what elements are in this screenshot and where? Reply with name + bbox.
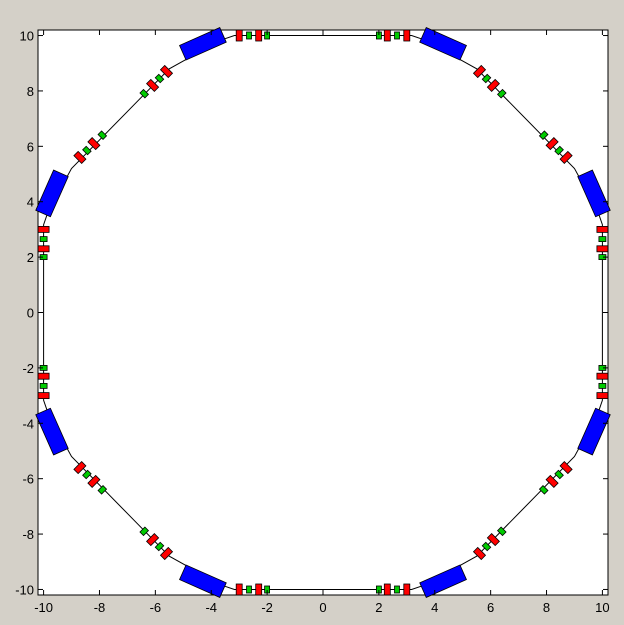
quadrupole-magnet — [37, 372, 50, 380]
y-tick-label: 2 — [27, 250, 34, 265]
x-tick-label: -2 — [261, 600, 273, 615]
quadrupole-magnet — [486, 78, 500, 92]
y-tick-label: -8 — [22, 527, 34, 542]
sextupole-magnet — [496, 88, 507, 99]
quadrupole-magnet — [403, 29, 411, 42]
plot-area — [35, 27, 611, 598]
sextupole-magnet — [39, 236, 48, 243]
quadrupole-magnet — [37, 225, 50, 233]
sextupole-magnet — [246, 31, 252, 40]
sextupole-magnet — [154, 541, 165, 552]
axes-background — [37, 29, 609, 596]
x-tick-label: 6 — [487, 600, 494, 615]
axes: -10 -8 -6 -4 -2 0 2 4 6 8 10 -10 -8 -6 -4 -2 0 2 4 6 8 10 — [15, 29, 609, 615]
y-tick-label: 8 — [27, 84, 34, 99]
sextupole-magnet — [154, 73, 165, 84]
sextupole-magnet — [394, 585, 400, 594]
quadrupole-magnet — [596, 225, 609, 233]
quadrupole-magnet — [159, 64, 174, 79]
sextupole-magnet — [39, 382, 48, 389]
quadrupole-magnet — [596, 245, 609, 253]
quadrupole-magnet — [87, 137, 101, 151]
y-tick-label: -6 — [22, 472, 34, 487]
sextupole-magnet — [538, 130, 549, 141]
dipole-magnet — [179, 27, 227, 61]
quadrupole-magnet — [383, 583, 391, 596]
quadrupole-magnet — [255, 29, 263, 42]
dipole-magnet — [35, 407, 69, 456]
quadrupole-magnet — [559, 150, 573, 164]
x-tick-label: 4 — [431, 600, 438, 615]
quadrupole-magnet — [596, 392, 609, 400]
sextupole-magnet — [97, 484, 108, 495]
sextupole-magnet — [82, 469, 92, 480]
quadrupole-magnet — [159, 546, 174, 561]
quadrupole-magnet — [596, 372, 609, 380]
x-tick-label: 0 — [319, 600, 326, 615]
quadrupole-magnet — [73, 461, 87, 475]
quadrupole-magnet — [403, 583, 411, 596]
quadrupole-magnet — [472, 546, 487, 561]
quadrupole-magnet — [486, 533, 500, 547]
quadrupole-magnet — [235, 583, 243, 596]
dipole-magnet — [35, 169, 69, 218]
x-tick-label: -10 — [34, 600, 53, 615]
quadrupole-magnet — [383, 29, 391, 42]
quadrupole-magnet — [73, 150, 87, 164]
sextupole-magnet — [82, 145, 92, 156]
quadrupole-magnet — [37, 245, 50, 253]
dipole-magnet — [419, 27, 467, 61]
y-tick-label: -4 — [22, 416, 34, 431]
quadrupole-magnet — [146, 78, 160, 92]
y-tick-label: 6 — [27, 139, 34, 154]
y-tick-label: 4 — [27, 195, 34, 210]
quadrupole-magnet — [146, 533, 160, 547]
sextupole-magnet — [554, 469, 564, 480]
sextupole-magnet — [496, 526, 507, 537]
dipole-magnet — [179, 564, 227, 598]
quadrupole-magnet — [545, 137, 559, 151]
sextupole-magnet — [97, 130, 108, 141]
quadrupole-magnet — [472, 64, 487, 79]
dipole-magnet — [577, 169, 611, 218]
sextupole-magnet — [481, 541, 492, 552]
x-tick-label: -8 — [94, 600, 106, 615]
sextupole-magnet — [246, 585, 252, 594]
x-tick-label: -6 — [150, 600, 162, 615]
quadrupole-magnet — [235, 29, 243, 42]
sextupole-magnet — [394, 31, 400, 40]
x-tick-label: 2 — [375, 600, 382, 615]
y-tick-label: -2 — [22, 361, 34, 376]
y-tick-label: 0 — [27, 306, 34, 321]
sextupole-magnet — [598, 236, 607, 243]
sextupole-magnet — [481, 73, 492, 84]
quadrupole-magnet — [87, 474, 101, 488]
dipole-magnet — [577, 407, 611, 456]
quadrupole-magnet — [255, 583, 263, 596]
y-tick-label: 10 — [20, 29, 34, 44]
sextupole-magnet — [139, 526, 150, 537]
y-tick-label: -10 — [15, 582, 34, 597]
x-tick-label: 10 — [595, 600, 609, 615]
x-tick-label: -4 — [205, 600, 217, 615]
quadrupole-magnet — [559, 461, 573, 475]
quadrupole-magnet — [37, 392, 50, 400]
dipole-magnet — [419, 564, 467, 598]
sextupole-magnet — [598, 382, 607, 389]
quadrupole-magnet — [545, 474, 559, 488]
x-tick-label: 8 — [543, 600, 550, 615]
sextupole-magnet — [139, 88, 150, 99]
sextupole-magnet — [538, 484, 549, 495]
sextupole-magnet — [554, 145, 564, 156]
